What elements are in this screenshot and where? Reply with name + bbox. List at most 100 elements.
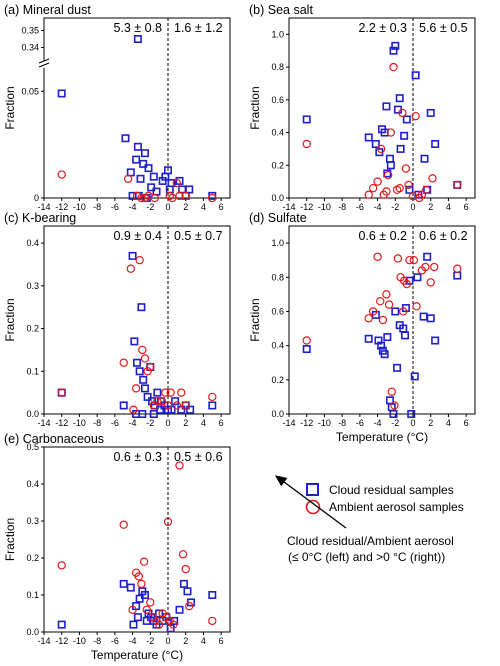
cloud-point: [426, 314, 435, 323]
x-tick-label: -10: [73, 202, 86, 212]
cloud-point: [407, 409, 416, 418]
cloud-series: [302, 41, 462, 199]
annotation-arrow: [274, 475, 347, 529]
cloud-point: [130, 337, 139, 346]
legend-ambient-label: Ambient aerosol samples: [329, 500, 464, 514]
ambient-point: [185, 601, 194, 611]
ambient-series: [57, 255, 217, 414]
cloud-series: [57, 251, 217, 418]
cloud-series: [57, 579, 217, 633]
x-tick-label: -2: [146, 636, 154, 646]
ambient-point: [373, 177, 382, 186]
cloud-point: [302, 345, 311, 354]
ambient-point: [408, 192, 418, 201]
cloud-point: [143, 392, 152, 401]
ratio-right: 0.5 ± 0.7: [174, 229, 223, 243]
plot-frame: [43, 225, 231, 415]
ambient-point: [142, 605, 151, 615]
ambient-point: [399, 307, 408, 316]
ambient-point: [399, 276, 409, 285]
y-tick-label: 1.0: [271, 29, 284, 39]
y-tick-label: 0.2: [26, 553, 39, 563]
ratio-left: 0.9 ± 0.4: [113, 229, 162, 243]
y-tick-label: 0.0: [271, 409, 284, 419]
x-tick-label: -8: [93, 418, 101, 428]
x-tick-label: -8: [93, 202, 101, 212]
x-tick-label: 4: [446, 202, 451, 212]
y-tick-label: 0.8: [271, 62, 284, 72]
cloud-point: [164, 166, 173, 175]
x-tick-label: 0: [165, 202, 170, 212]
y-tick-label: 0.6: [271, 306, 284, 316]
cloud-point: [377, 341, 386, 350]
y-tick-label: 0.8: [271, 272, 284, 282]
ambient-point: [154, 620, 164, 629]
x-tick-label: 6: [464, 418, 469, 428]
ambient-point: [163, 401, 173, 410]
ambient-point: [378, 315, 388, 325]
y-axis-label: Fraction: [3, 86, 17, 129]
y-tick-label: 0.34: [21, 43, 39, 53]
ambient-point: [175, 461, 184, 470]
ambient-point: [169, 620, 178, 629]
ambient-point: [426, 278, 435, 287]
cloud-point: [147, 183, 156, 192]
x-tick-label: -14: [282, 418, 295, 428]
ambient-point: [395, 183, 404, 193]
cloud-point: [400, 131, 409, 140]
annotation-line2: (≤ 0°C (left) and >0 °C (right)): [288, 550, 445, 564]
x-tick-label: -12: [300, 202, 313, 212]
cloud-point: [420, 154, 429, 163]
ambient-point: [453, 264, 462, 273]
ambient-point: [430, 262, 439, 272]
ambient-point: [181, 564, 190, 574]
cloud-point: [140, 590, 149, 599]
ambient-point: [422, 185, 431, 195]
ambient-point: [57, 388, 66, 397]
cloud-point: [413, 273, 422, 282]
cloud-point: [382, 102, 391, 111]
legend: Cloud residual samples Ambient aerosol s…: [305, 483, 464, 515]
x-tick-label: -4: [129, 202, 137, 212]
x-tick-label: 4: [201, 202, 206, 212]
cloud-point: [133, 358, 142, 367]
cloud-point: [383, 169, 392, 178]
legend-cloud-label: Cloud residual samples: [329, 483, 454, 497]
x-tick-label: -12: [300, 418, 313, 428]
ambient-point: [384, 170, 393, 180]
ambient-point: [409, 255, 419, 265]
x-tick-label: -8: [93, 636, 101, 646]
ambient-point: [119, 358, 128, 367]
panel-e: -14 -12 -10 -8 -6 -4 -2 0 2 4 6 0.0 0.1 0.2 0.3 0.4 0.5(…: [3, 432, 231, 662]
y-tick-label: 0.3: [26, 516, 39, 526]
ambient-point: [376, 297, 385, 306]
ambient-point: [411, 111, 420, 121]
cloud-point: [364, 334, 373, 343]
axis-break-mark: [38, 62, 50, 68]
cloud-point: [170, 616, 179, 625]
y-tick-label: 0.2: [271, 375, 284, 385]
cloud-point: [119, 401, 128, 410]
ambient-point: [153, 396, 162, 406]
cloud-point: [133, 34, 142, 43]
x-tick-label: 4: [446, 418, 451, 428]
cloud-point: [153, 388, 162, 397]
x-tick-label: 2: [183, 418, 188, 428]
ambient-point: [376, 144, 386, 154]
cloud-point: [385, 154, 394, 163]
legend-ambient-marker: [305, 499, 321, 515]
cloud-point: [391, 41, 400, 50]
cloud-point: [149, 172, 158, 181]
ambient-point: [138, 345, 147, 355]
ambient-series: [57, 461, 217, 629]
cloud-point: [128, 251, 137, 260]
ambient-point: [404, 180, 413, 190]
x-tick-label: -10: [73, 418, 86, 428]
panel-title: (e) Carbonaceous: [4, 432, 104, 446]
x-tick-label: -8: [338, 202, 346, 212]
x-tick-label: 6: [219, 636, 224, 646]
chart-panels: -14 -12 -10 -8 -6 -4 -2 0 2 4 600.050.340.35(a) Mi…: [3, 3, 476, 662]
y-tick-label: 0.1: [26, 590, 39, 600]
ambient-point: [208, 392, 217, 402]
